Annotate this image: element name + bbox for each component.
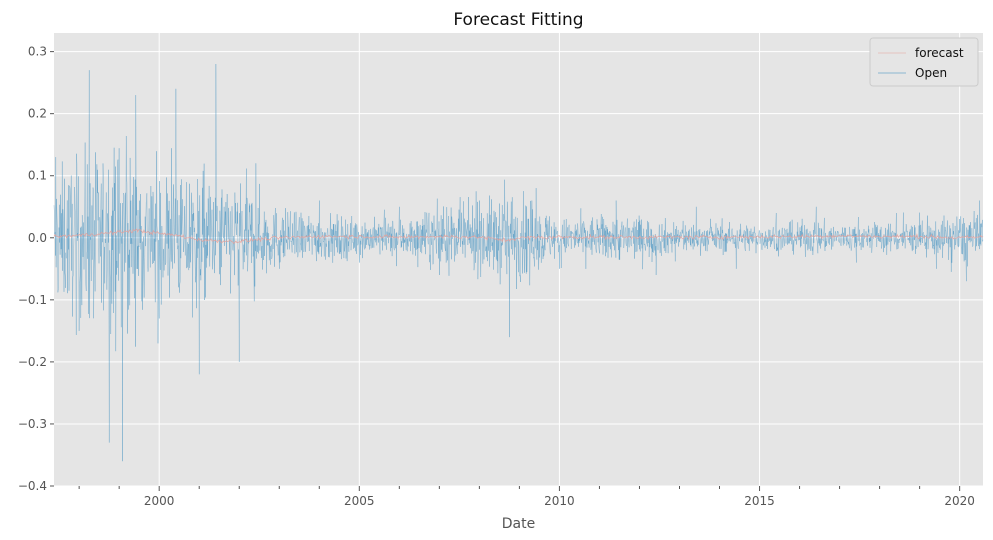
y-tick-label: 0.3 [28,45,47,59]
legend-label: Open [915,66,947,80]
y-tick-label: −0.4 [18,479,47,493]
x-tick-label: 2010 [544,494,575,508]
x-tick-label: 2000 [144,494,175,508]
y-tick-label: −0.3 [18,417,47,431]
x-tick-label: 2015 [744,494,775,508]
x-tick-label: 2005 [344,494,375,508]
x-tick-label: 2020 [944,494,975,508]
x-axis-label: Date [502,516,535,532]
legend: forecast Open [869,37,979,87]
legend-box [869,37,979,87]
series-layer [53,63,984,462]
y-tick-label: −0.2 [18,355,47,369]
y-tick-label: 0.0 [28,231,47,245]
y-tick-label: −0.1 [18,293,47,307]
series-forecast-line [53,228,984,245]
y-tick-label: 0.1 [28,169,47,183]
series-open-line [53,63,984,462]
y-axis: 0.3 0.2 0.1 0.0 −0.1 −0.2 −0.3 −0.4 [18,45,54,493]
y-tick-label: 0.2 [28,107,47,121]
legend-label: forecast [915,46,964,60]
chart-title: Forecast Fitting [453,10,583,30]
x-axis: 2000 2005 2010 2015 2020 [78,486,975,508]
